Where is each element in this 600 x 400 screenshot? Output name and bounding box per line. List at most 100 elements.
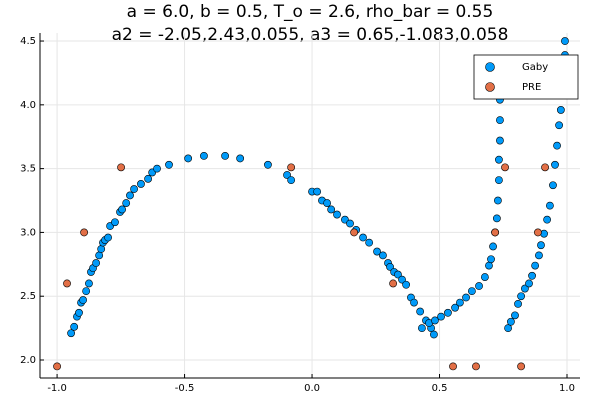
point [430, 330, 438, 339]
point [53, 362, 61, 371]
point [137, 180, 145, 188]
y-tick-label: 4.0 [20, 100, 36, 111]
point [487, 255, 495, 264]
point [97, 245, 106, 253]
point [75, 308, 83, 317]
point [504, 324, 513, 333]
point [494, 196, 502, 205]
point [416, 307, 425, 316]
point [130, 185, 138, 193]
y-tick-label: 2.5 [20, 291, 36, 302]
point [521, 284, 529, 293]
point [507, 317, 515, 326]
point [472, 362, 480, 371]
point [283, 171, 291, 179]
chart-title: a2 = -2.05,2.43,0.055, a3 = 0.65,-1.083,… [112, 25, 509, 45]
point [144, 174, 153, 183]
point [449, 362, 457, 371]
point [359, 233, 367, 242]
point [379, 251, 387, 260]
point [398, 275, 406, 284]
point [126, 191, 134, 200]
legend-marker [485, 82, 495, 92]
x-tick-label: 1.0 [559, 383, 575, 394]
point [63, 279, 71, 288]
y-tick-label: 3.0 [20, 227, 36, 238]
point [104, 233, 112, 242]
point [561, 37, 569, 45]
point [389, 279, 398, 288]
point [236, 154, 245, 163]
point [462, 293, 470, 302]
point [535, 251, 543, 260]
point [85, 279, 93, 288]
point [496, 116, 504, 125]
x-tick-label: -0.5 [175, 383, 195, 394]
point [534, 228, 542, 237]
x-tick-label: 0.5 [432, 383, 448, 394]
point [543, 215, 552, 224]
point [67, 329, 76, 338]
point [553, 141, 561, 150]
point [153, 164, 161, 173]
point [410, 298, 418, 307]
point [117, 163, 125, 172]
point [551, 160, 559, 169]
legend-marker [485, 62, 495, 72]
point [184, 154, 193, 163]
point [549, 181, 557, 190]
point [79, 296, 87, 304]
point [165, 160, 173, 169]
x-tick-label: 0.0 [304, 383, 320, 394]
point [492, 214, 501, 223]
point [394, 270, 402, 279]
point [537, 241, 545, 250]
point [287, 176, 296, 185]
point [350, 228, 359, 237]
point [333, 210, 341, 219]
point [323, 199, 331, 207]
point [287, 163, 296, 172]
point [70, 322, 79, 331]
point [118, 205, 126, 214]
point [514, 299, 522, 308]
point [546, 201, 554, 210]
point [525, 279, 533, 288]
point [456, 298, 464, 307]
point [437, 312, 445, 321]
legend-label: Gaby [522, 62, 548, 73]
point [467, 287, 476, 296]
point [431, 316, 439, 325]
point [327, 205, 336, 214]
point [517, 292, 526, 301]
point [501, 163, 509, 172]
point [80, 228, 89, 237]
point [555, 121, 563, 130]
point [122, 199, 131, 207]
point [511, 311, 519, 320]
point [541, 163, 549, 172]
point [528, 271, 536, 280]
chart-title: a = 6.0, b = 0.5, T_o = 2.6, rho_bar = 0… [127, 2, 494, 22]
point [200, 151, 208, 160]
point [365, 238, 374, 247]
point [402, 280, 411, 289]
point [82, 287, 91, 296]
point [556, 106, 565, 114]
y-tick-label: 2.0 [20, 355, 36, 366]
point [386, 262, 394, 271]
point [489, 242, 497, 251]
point [264, 160, 272, 169]
point [418, 324, 426, 333]
point [495, 155, 503, 164]
point [346, 219, 354, 228]
point [92, 259, 100, 267]
point [496, 136, 504, 145]
point [491, 228, 499, 237]
legend-label: PRE [522, 82, 541, 93]
point [481, 273, 489, 281]
point [373, 247, 381, 256]
y-tick-label: 3.5 [20, 164, 36, 175]
